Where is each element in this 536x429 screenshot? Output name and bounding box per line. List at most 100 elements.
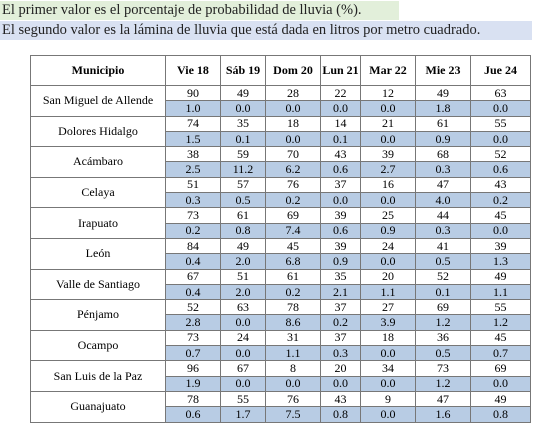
rainfall-cell: 0.0	[360, 345, 416, 362]
probability-cell: 57	[220, 176, 266, 194]
rainfall-cell: 0.9	[415, 130, 471, 148]
rainfall-cell: 1.6	[415, 406, 471, 423]
rainfall-row: 0.4 2.0 6.8 0.9 0.0 0.5 1.3	[31, 253, 531, 270]
probability-cell: 36	[415, 329, 471, 347]
column-header: Vie 18	[165, 55, 221, 86]
rainfall-cell: 2.7	[360, 161, 416, 178]
rainfall-cell: 0.9	[360, 222, 416, 239]
rainfall-cell: 0.6	[470, 161, 531, 178]
rainfall-row: 1.0 0.0 0.0 0.0 0.0 1.8 0.0	[31, 100, 531, 117]
probability-row: San Luis de la Paz 96 67 8 20 34 73 69	[30, 360, 531, 392]
rainfall-cell: 4.0	[415, 192, 471, 209]
municipality: Pénjamo	[30, 299, 166, 331]
probability-cell: 35	[320, 268, 361, 285]
rainfall-row: 2.5 11.2 6.2 0.6 2.7 0.3 0.6	[31, 161, 531, 178]
column-header: Mie 23	[415, 55, 471, 86]
municipality: San Luis de la Paz	[30, 360, 166, 392]
probability-cell: 76	[265, 176, 321, 194]
rainfall-cell: 0.2	[470, 192, 531, 209]
rainfall-cell: 0.0	[220, 100, 266, 117]
probability-cell: 9	[360, 390, 416, 408]
probability-cell: 20	[320, 360, 361, 377]
rainfall-cell: 0.0	[470, 100, 531, 117]
municipality: Celaya	[30, 176, 166, 209]
column-header: Mar 22	[360, 55, 416, 86]
rainfall-cell: 1.1	[470, 283, 531, 301]
probability-cell: 18	[360, 329, 416, 347]
rainfall-cell: 0.4	[165, 283, 221, 301]
probability-cell: 96	[165, 360, 221, 377]
rainfall-cell: 0.0	[265, 375, 321, 392]
rainfall-cell: 0.7	[470, 345, 531, 362]
rainfall-row: 2.8 0.0 8.6 0.2 3.9 1.2 1.2	[31, 314, 531, 331]
probability-cell: 21	[360, 115, 416, 132]
probability-cell: 49	[415, 84, 471, 102]
probability-row: Acámbaro 38 59 70 43 39 68 52	[30, 146, 531, 178]
probability-cell: 45	[265, 237, 321, 255]
column-header: Lun 21	[320, 55, 361, 86]
rainfall-cell: 8.6	[265, 314, 321, 331]
probability-cell: 55	[470, 115, 531, 132]
probability-row: Irapuato 73 61 69 39 25 44 45	[30, 207, 531, 239]
probability-cell: 14	[320, 115, 361, 132]
rainfall-cell: 0.3	[415, 222, 471, 239]
probability-cell: 67	[165, 268, 221, 285]
probability-cell: 63	[220, 299, 266, 316]
rainfall-cell: 2.1	[320, 283, 361, 301]
probability-cell: 63	[470, 84, 531, 102]
probability-cell: 24	[220, 329, 266, 347]
rainfall-row: 0.2 0.8 7.4 0.6 0.9 0.3 0.0	[31, 222, 531, 239]
probability-cell: 45	[470, 207, 531, 224]
municipality: Guanajuato	[30, 390, 166, 423]
probability-cell: 37	[320, 176, 361, 194]
probability-cell: 69	[415, 299, 471, 316]
probability-cell: 24	[360, 237, 416, 255]
probability-cell: 52	[470, 146, 531, 163]
probability-cell: 51	[165, 176, 221, 194]
rainfall-row: 0.3 0.5 0.2 0.0 0.0 4.0 0.2	[31, 192, 531, 209]
rainfall-cell: 0.0	[360, 192, 416, 209]
rainfall-cell: 1.5	[165, 130, 221, 148]
probability-cell: 41	[415, 237, 471, 255]
probability-cell: 90	[165, 84, 221, 102]
rainfall-cell: 0.5	[415, 345, 471, 362]
rainfall-cell: 11.2	[220, 161, 266, 178]
probability-cell: 39	[470, 237, 531, 255]
probability-row: León 84 49 45 39 24 41 39	[30, 237, 531, 270]
probability-cell: 47	[415, 390, 471, 408]
column-header: Municipio	[30, 55, 166, 86]
rainfall-cell: 0.6	[165, 406, 221, 423]
probability-cell: 61	[220, 207, 266, 224]
probability-cell: 20	[360, 268, 416, 285]
rainfall-cell: 0.4	[165, 253, 221, 270]
rainfall-cell: 1.1	[265, 345, 321, 362]
probability-cell: 61	[265, 268, 321, 285]
probability-cell: 49	[220, 237, 266, 255]
municipality: Valle de Santiago	[30, 268, 166, 301]
municipality: San Miguel de Allende	[30, 85, 166, 117]
rainfall-cell: 0.7	[165, 345, 221, 362]
probability-cell: 55	[470, 299, 531, 316]
rainfall-cell: 0.2	[320, 314, 361, 331]
rainfall-cell: 2.0	[220, 283, 266, 301]
probability-cell: 8	[265, 360, 321, 377]
rainfall-cell: 1.2	[470, 314, 531, 331]
probability-cell: 39	[360, 146, 416, 163]
probability-cell: 39	[320, 237, 361, 255]
rainfall-cell: 0.0	[265, 100, 321, 117]
probability-cell: 47	[415, 176, 471, 194]
rainfall-cell: 1.8	[415, 100, 471, 117]
probability-cell: 68	[415, 146, 471, 163]
rainfall-cell: 2.0	[220, 253, 266, 270]
rainfall-cell: 0.1	[415, 283, 471, 301]
probability-cell: 69	[470, 360, 531, 377]
probability-cell: 18	[265, 115, 321, 132]
probability-row: San Miguel de Allende 90 49 28 22 12 49 63	[30, 84, 531, 117]
rainfall-cell: 0.2	[265, 192, 321, 209]
rainfall-cell: 7.5	[265, 406, 321, 423]
rainfall-cell: 1.0	[165, 100, 221, 117]
probability-cell: 76	[265, 390, 321, 408]
rainfall-cell: 7.4	[265, 222, 321, 239]
probability-cell: 38	[165, 146, 221, 163]
